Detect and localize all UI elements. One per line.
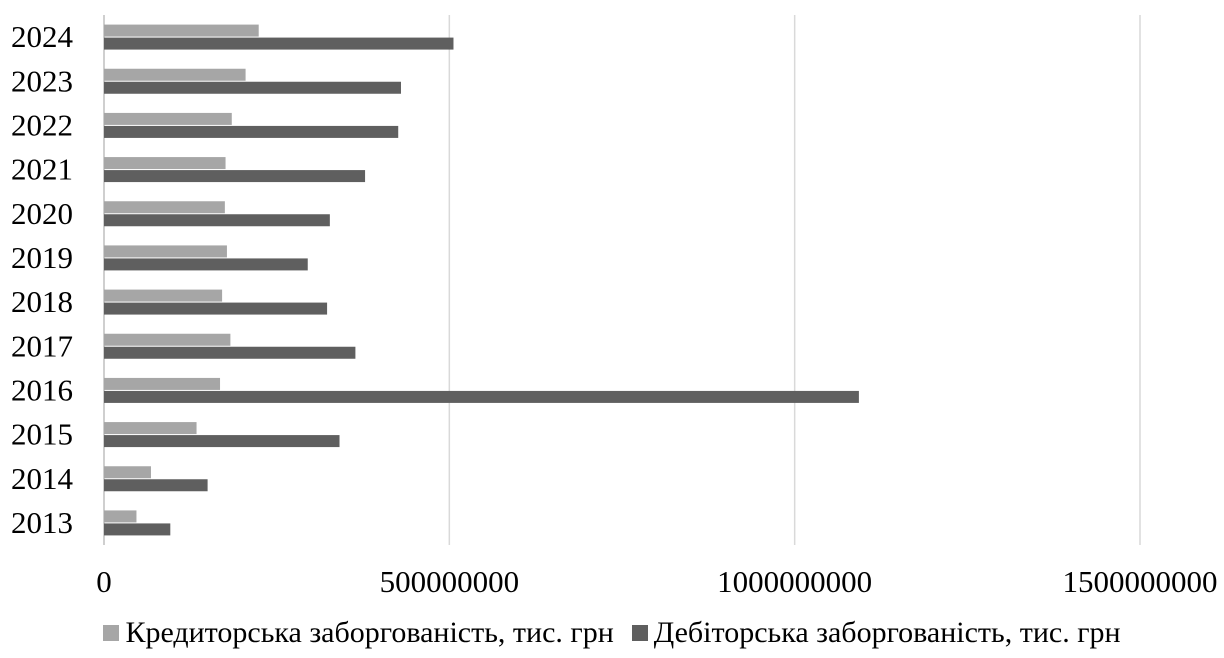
bar-creditor	[104, 157, 226, 170]
y-tick-label: 2021	[11, 152, 73, 187]
bar-debtor	[104, 390, 859, 403]
bar-debtor	[104, 302, 328, 315]
bar-debtor	[104, 37, 454, 50]
y-tick-label: 2015	[11, 417, 73, 452]
legend-label-creditor: Кредиторська заборгованість, тис. грн	[125, 616, 614, 649]
x-tick-label: 1000000000	[717, 564, 872, 599]
bar-debtor	[104, 346, 356, 359]
y-tick-label: 2020	[11, 196, 73, 231]
x-tick-label: 1500000000	[1063, 564, 1218, 599]
x-tick-label: 0	[96, 564, 112, 599]
y-tick-label: 2019	[11, 240, 73, 275]
bar-creditor	[104, 333, 231, 346]
bars	[104, 24, 859, 536]
bar-creditor	[104, 24, 259, 37]
bar-creditor	[104, 201, 225, 214]
bar-chart: 2013 2014 2015 2016 2017 2018 2019 2020 2021 2022…	[11, 15, 1218, 599]
y-tick-label: 2016	[11, 372, 73, 407]
value-axis-labels: 0 500000000 1000000000 1500000000	[96, 564, 1217, 599]
bar-creditor	[104, 466, 151, 479]
bar-creditor	[104, 422, 197, 435]
legend-swatch-creditor	[103, 625, 120, 641]
bar-debtor	[104, 479, 208, 492]
legend-item-debtor: Дебіторська заборгованість, тис. грн	[631, 616, 1121, 650]
legend-item-creditor: Кредиторська заборгованість, тис. грн	[103, 616, 614, 650]
y-tick-label: 2017	[11, 328, 73, 363]
bar-creditor	[104, 510, 137, 523]
bar-creditor	[104, 245, 227, 258]
bar-creditor	[104, 68, 246, 81]
y-tick-label: 2024	[11, 19, 74, 54]
bar-debtor	[104, 523, 171, 536]
x-tick-label: 500000000	[380, 564, 520, 599]
bar-creditor	[104, 289, 223, 302]
bar-creditor	[104, 112, 232, 125]
legend: Кредиторська заборгованість, тис. грн Де…	[0, 616, 1224, 650]
gridlines	[103, 15, 1141, 545]
y-tick-label: 2018	[11, 284, 73, 319]
category-labels: 2013 2014 2015 2016 2017 2018 2019 2020 2021 2022…	[11, 19, 74, 540]
bar-debtor	[104, 125, 399, 138]
bar-debtor	[104, 170, 366, 183]
bar-creditor	[104, 377, 221, 390]
legend-label-debtor: Дебіторська заборгованість, тис. грн	[653, 616, 1121, 649]
y-tick-label: 2014	[11, 461, 74, 496]
legend-swatch-debtor	[631, 625, 648, 641]
bar-debtor	[104, 435, 340, 448]
y-tick-label: 2023	[11, 63, 73, 98]
y-tick-label: 2022	[11, 107, 73, 142]
bar-debtor	[104, 258, 308, 271]
y-tick-label: 2013	[11, 505, 73, 540]
bar-debtor	[104, 214, 330, 227]
bar-debtor	[104, 81, 401, 94]
